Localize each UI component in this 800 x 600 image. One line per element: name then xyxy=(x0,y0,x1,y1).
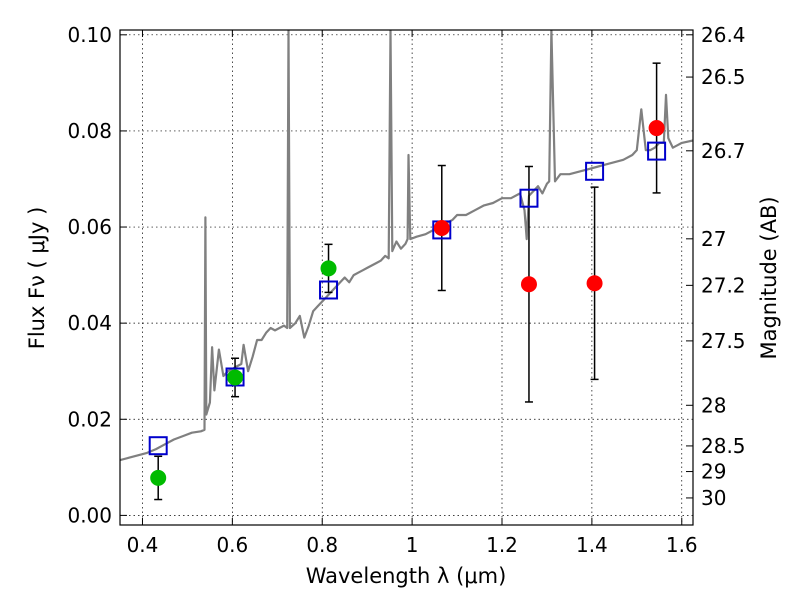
magnitude-tick-label: 26.7 xyxy=(701,139,746,163)
y-tick-label: 0.06 xyxy=(67,215,112,239)
model-square-point xyxy=(319,280,339,300)
x-tick-label: 0.8 xyxy=(306,533,338,557)
y-tick-label: 0.00 xyxy=(67,503,112,527)
model-square-point xyxy=(585,161,605,181)
model-square-point xyxy=(225,367,245,387)
grid-lines xyxy=(120,30,693,525)
model-square-point xyxy=(148,436,168,456)
magnitude-tick-label: 28.5 xyxy=(701,434,746,458)
x-tick-label: 1.6 xyxy=(666,533,698,557)
magnitude-tick-label: 29 xyxy=(701,460,726,484)
green-data-point xyxy=(150,469,167,486)
green-data-point xyxy=(227,369,244,386)
red-data-point xyxy=(433,220,450,236)
y-tick-label: 0.04 xyxy=(67,311,112,335)
x-tick-label: 1.2 xyxy=(486,533,518,557)
magnitude-tick-label: 26.5 xyxy=(701,65,746,89)
plot-content xyxy=(120,30,693,501)
x-axis-ticks: 0.4 0.6 0.8 1 1.2 1.4 1.6 xyxy=(127,30,698,557)
red-data-point xyxy=(648,120,665,137)
y-tick-label: 0.08 xyxy=(67,119,112,143)
model-square-point xyxy=(519,188,539,208)
x-tick-label: 1.4 xyxy=(576,533,608,557)
red-data-point xyxy=(586,275,603,292)
plot-frame xyxy=(119,29,694,526)
magnitude-tick-label: 28 xyxy=(701,393,726,417)
red-data-point xyxy=(520,276,537,293)
y-tick-label: 0.02 xyxy=(67,407,112,431)
y-tick-label: 0.10 xyxy=(67,23,112,47)
x-tick-label: 1 xyxy=(406,533,419,557)
magnitude-tick-label: 30 xyxy=(701,486,726,510)
magnitude-tick-label: 27 xyxy=(701,227,726,251)
y-axis-ticks: 0.00 0.02 0.04 0.06 0.08 0.10 xyxy=(67,23,127,527)
y-axis-title: Flux Fν ( μJy ) xyxy=(25,207,49,350)
magnitude-tick-label: 26.4 xyxy=(701,23,746,47)
x-tick-label: 0.4 xyxy=(127,533,159,557)
green-data-point xyxy=(320,260,337,277)
model-square-point xyxy=(647,141,667,161)
x-axis-title: Wavelength λ (μm) xyxy=(306,564,507,588)
magnitude-tick-label: 27.5 xyxy=(701,329,746,353)
magnitude-axis-title: Magnitude (AB) xyxy=(757,196,781,359)
magnitude-tick-label: 27.2 xyxy=(701,273,746,297)
x-tick-label: 0.6 xyxy=(216,533,248,557)
